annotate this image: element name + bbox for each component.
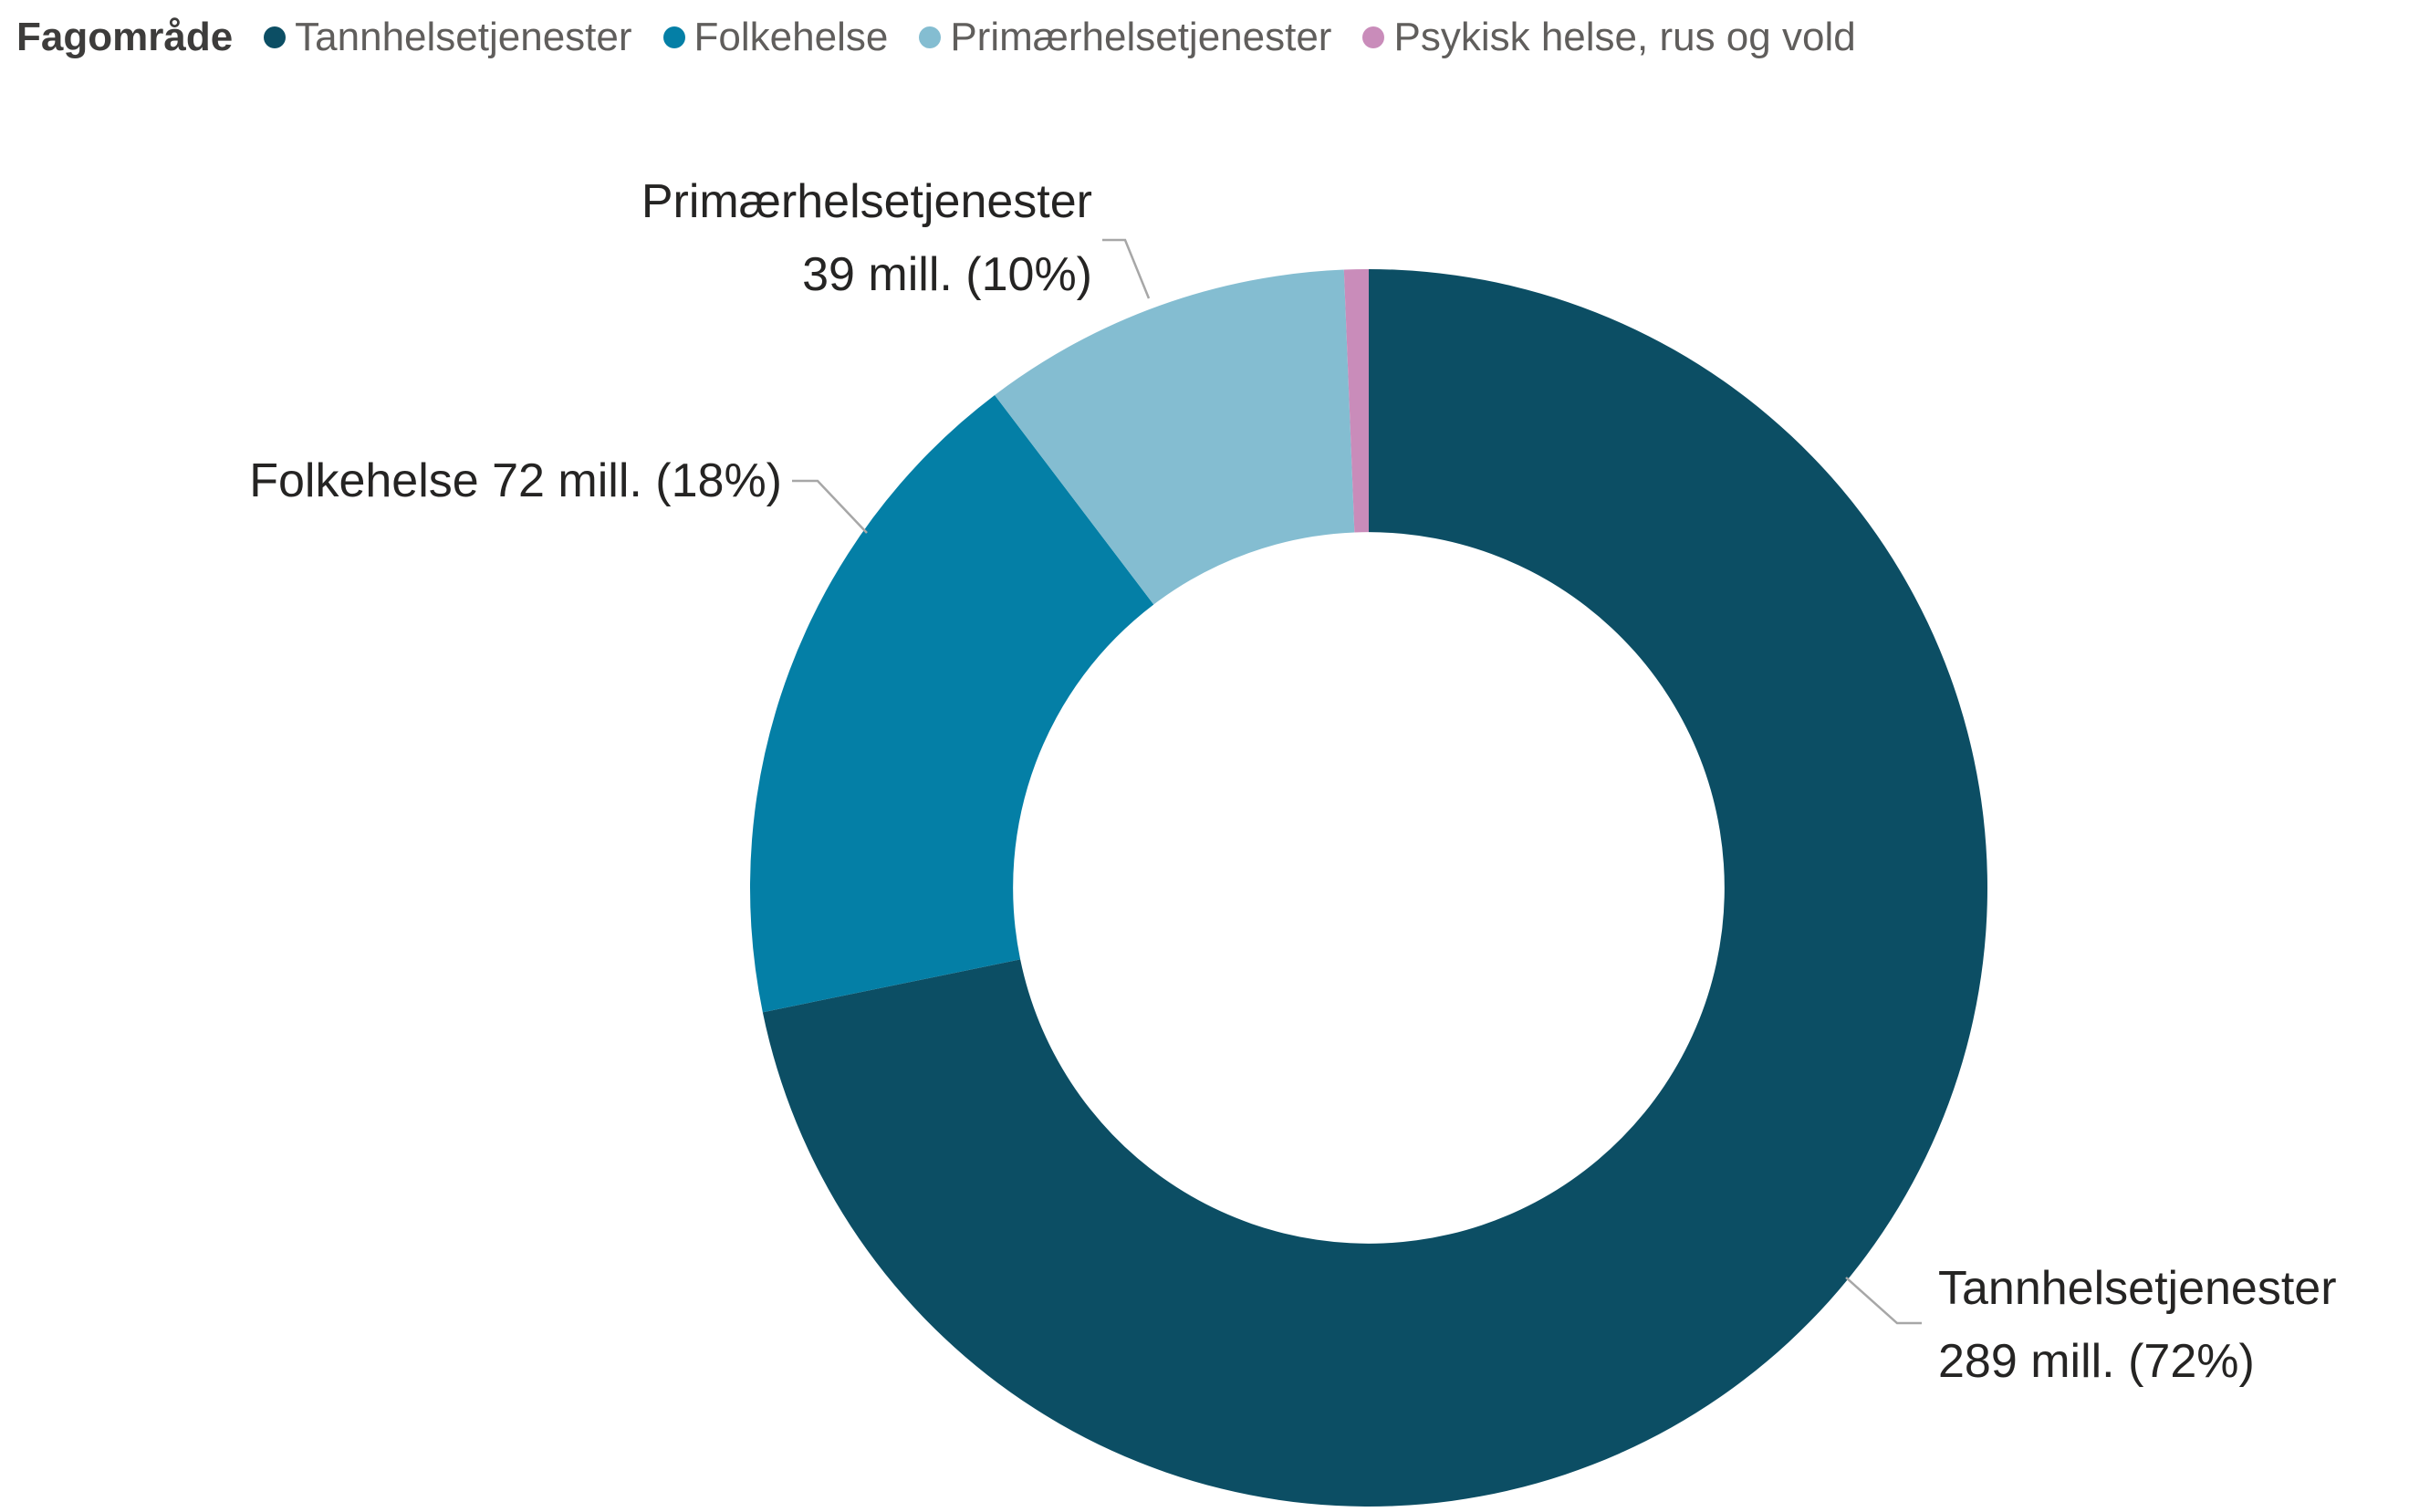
legend-dot-icon	[1362, 26, 1385, 48]
slice-folkehelse[interactable]	[750, 394, 1154, 1013]
legend: Fagområde Tannhelsetjenester Folkehelse …	[16, 13, 1856, 62]
slice-primærhelsetjenester[interactable]	[995, 269, 1355, 605]
legend-dot-icon	[662, 26, 685, 48]
legend-dot-icon	[919, 26, 942, 48]
legend-item-label: Folkehelse	[694, 15, 889, 59]
data-label-value: Folkehelse 72 mill. (18%)	[249, 454, 782, 507]
data-label-category: Primærhelsetjenester	[641, 175, 1092, 228]
donut-slices	[750, 269, 1988, 1507]
data-label-category: Tannhelsetjenester	[1938, 1262, 2337, 1315]
legend-item-primaerhelsetjenester[interactable]: Primærhelsetjenester	[919, 15, 1331, 60]
legend-item-label: Psykisk helse, rus og vold	[1393, 15, 1856, 59]
legend-title: Fagområde	[16, 15, 234, 59]
data-label-value: 289 mill. (72%)	[1938, 1335, 2255, 1388]
leader-line-tannhelsetjenester	[1845, 1277, 1922, 1325]
legend-item-label: Primærhelsetjenester	[950, 15, 1332, 59]
data-label-tannhelsetjenester: Tannhelsetjenester 289 mill. (72%)	[1938, 1252, 2337, 1398]
slice-tannhelsetjenester[interactable]	[762, 269, 1988, 1507]
legend-dot-icon	[264, 26, 287, 48]
legend-item-tannhelsetjenester[interactable]: Tannhelsetjenester	[264, 15, 632, 60]
data-label-folkehelse: Folkehelse 72 mill. (18%)	[249, 444, 782, 517]
legend-item-folkehelse[interactable]: Folkehelse	[662, 15, 889, 60]
data-label-primaerhelsetjenester: Primærhelsetjenester 39 mill. (10%)	[641, 165, 1092, 311]
slice-psykisk-helse-rus-og-vold[interactable]	[1343, 269, 1369, 533]
legend-item-psykisk-helse-rus-og-vold[interactable]: Psykisk helse, rus og vold	[1362, 15, 1856, 60]
leader-line-folkehelse	[792, 479, 868, 534]
data-label-value: 39 mill. (10%)	[802, 248, 1092, 301]
legend-item-label: Tannhelsetjenester	[295, 15, 632, 59]
leader-line-primaerhelsetjenester	[1102, 238, 1151, 299]
